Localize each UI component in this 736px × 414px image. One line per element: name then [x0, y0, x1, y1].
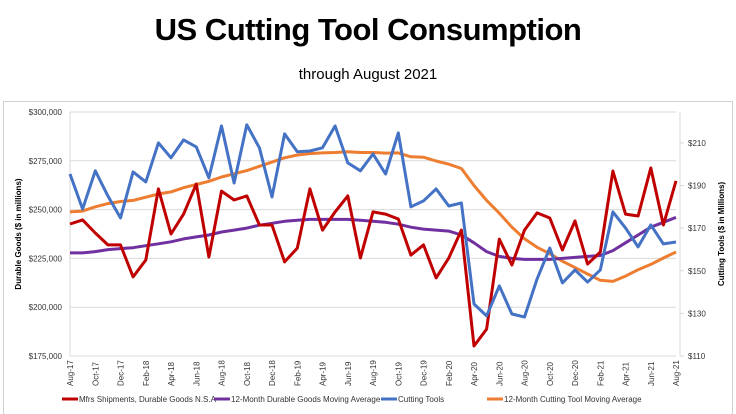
y-tick-right: $130 — [688, 309, 706, 318]
legend-label: Mfrs Shipments, Durable Goods N.S.A — [79, 395, 217, 404]
legend-label: 12-Month Cutting Tool Moving Average — [504, 395, 642, 404]
chart-frame — [3, 101, 733, 414]
y-tick-left: $250,000 — [29, 206, 63, 215]
x-tick-label: Feb-21 — [596, 360, 605, 386]
x-tick-label: Jun-19 — [344, 361, 353, 386]
x-tick-label: Apr-19 — [319, 361, 328, 386]
series-line-1 — [70, 216, 677, 261]
y-tick-right: $170 — [688, 224, 706, 233]
x-tick-label: Oct-18 — [243, 361, 252, 386]
x-tick-label: Aug-19 — [369, 360, 378, 386]
x-tick-label: Dec-17 — [117, 360, 126, 386]
x-tick-label: Apr-18 — [167, 361, 176, 386]
y-tick-left: $225,000 — [29, 254, 63, 263]
y-tick-left: $175,000 — [29, 352, 63, 361]
x-tick-label: Oct-20 — [546, 361, 555, 386]
chart-title: US Cutting Tool Consumption — [154, 12, 582, 47]
x-tick-label: Aug-20 — [521, 360, 530, 386]
x-tick-label: Feb-20 — [445, 360, 454, 386]
x-tick-label: Aug-21 — [672, 360, 681, 386]
chart-subtitle: through August 2021 — [298, 66, 438, 83]
y-tick-right: $110 — [688, 352, 706, 361]
x-tick-label: Dec-18 — [268, 360, 277, 386]
x-tick-label: Feb-19 — [293, 360, 302, 386]
series-line-0 — [69, 166, 678, 348]
x-tick-label: Oct-19 — [394, 361, 403, 386]
x-tick-label: Feb-18 — [142, 360, 151, 386]
x-tick-label: Jun-20 — [495, 361, 504, 386]
y-axis-right-label: Cutting Tools ($ in Millions) — [717, 182, 726, 287]
x-tick-label: Aug-17 — [66, 360, 75, 386]
y-tick-right: $210 — [688, 139, 706, 148]
y-tick-right: $150 — [688, 267, 706, 276]
x-tick-label: Dec-19 — [420, 360, 429, 386]
y-tick-left: $200,000 — [29, 303, 63, 312]
x-tick-label: Oct-17 — [91, 361, 100, 386]
legend-label: Cutting Tools — [398, 395, 444, 404]
legend-label: 12-Month Durable Goods Moving Average — [231, 395, 381, 404]
x-tick-label: Dec-20 — [571, 360, 580, 386]
x-tick-label: Aug-18 — [218, 360, 227, 386]
y-tick-left: $275,000 — [29, 157, 63, 166]
y-tick-right: $190 — [688, 182, 706, 191]
x-tick-label: Jun-18 — [192, 361, 201, 386]
y-axis-left-label: Durable Goods ($ in millions) — [14, 178, 23, 289]
series-line-2 — [68, 123, 677, 319]
x-tick-label: Jun-21 — [647, 361, 656, 386]
x-tick-label: Apr-21 — [622, 361, 631, 386]
x-tick-label: Apr-20 — [470, 361, 479, 386]
y-tick-left: $300,000 — [29, 108, 63, 117]
